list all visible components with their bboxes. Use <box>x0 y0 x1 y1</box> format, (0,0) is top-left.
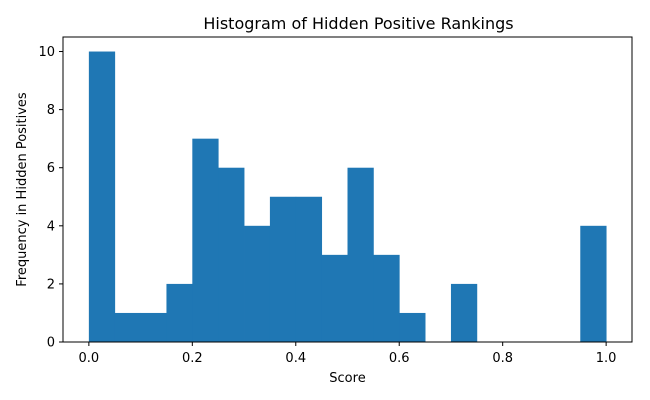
histogram-bar <box>114 312 141 342</box>
histogram-bar <box>140 312 167 342</box>
x-tick-label: 0.0 <box>79 351 100 366</box>
histogram-bar <box>295 196 323 342</box>
x-tick-label: 0.6 <box>389 351 410 366</box>
plot-frame <box>62 36 633 343</box>
x-tick-label: 1.0 <box>596 351 617 366</box>
histogram-bar <box>218 167 245 342</box>
y-axis-label: Frequency in Hidden Positives <box>15 92 30 287</box>
histogram-bar <box>399 312 426 342</box>
y-axis-ticks: 0 2 4 6 8 10 <box>38 45 63 351</box>
y-tick-label: 6 <box>47 161 55 176</box>
bars-group <box>88 51 607 343</box>
y-tick-label: 2 <box>47 277 55 292</box>
histogram-bar <box>347 167 374 342</box>
x-axis-label: Score <box>329 371 365 386</box>
histogram-bar <box>580 225 607 342</box>
histogram-bar <box>244 225 271 342</box>
histogram-bar <box>373 254 400 342</box>
x-axis-ticks: 0.0 0.2 0.4 0.6 0.8 1.0 <box>79 342 617 366</box>
x-tick-label: 0.8 <box>492 351 513 366</box>
histogram-bar <box>321 254 348 342</box>
x-tick-label: 0.4 <box>285 351 306 366</box>
histogram-bar <box>192 138 219 342</box>
histogram-bar <box>269 196 297 342</box>
chart-title: Histogram of Hidden Positive Rankings <box>203 14 513 33</box>
y-tick-label: 10 <box>38 45 55 60</box>
histogram-bar <box>88 51 116 343</box>
y-tick-label: 4 <box>47 219 55 234</box>
y-tick-label: 8 <box>47 103 55 118</box>
histogram-bar <box>166 283 193 342</box>
x-tick-label: 0.2 <box>182 351 203 366</box>
y-tick-label: 0 <box>47 336 55 351</box>
histogram-bar <box>450 283 478 342</box>
